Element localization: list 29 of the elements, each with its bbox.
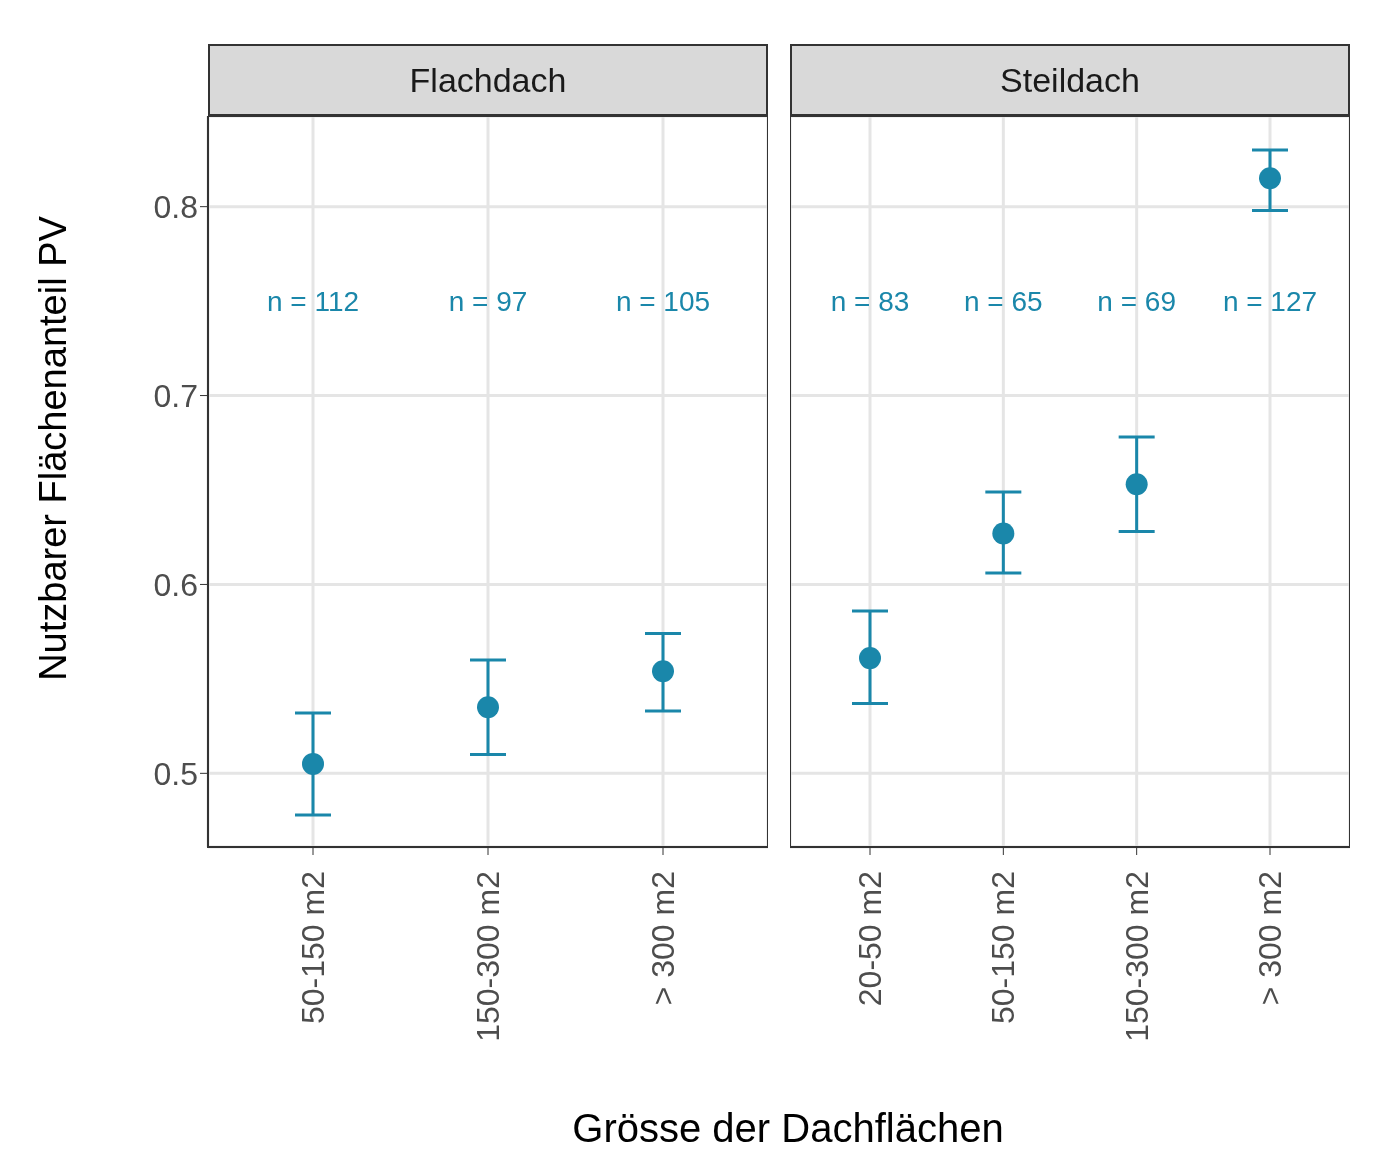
x-tick-label: > 300 m2: [1252, 871, 1288, 1006]
point: [1259, 167, 1281, 190]
y-tick-label: 0.6: [153, 566, 198, 603]
point: [477, 696, 499, 719]
y-axis-title: Nutzbarer Flächenanteil PV: [31, 216, 75, 681]
chart-title: Steildach: [790, 44, 1350, 116]
x-tick-label: 50-150 m2: [295, 871, 331, 1024]
annotation: n = 112: [266, 286, 360, 318]
annotation: n = 83: [830, 286, 910, 318]
point: [1125, 473, 1148, 496]
y-tick-label: 0.8: [153, 189, 198, 226]
point: [859, 647, 881, 670]
x-axis-title: Grösse der Dachflächen: [571, 1106, 1005, 1151]
chart-title: Flachdach: [208, 44, 768, 116]
annotation: n = 65: [964, 286, 1043, 318]
x-tick-label: 150-300 m2: [470, 871, 506, 1042]
annotation: n = 97: [448, 286, 528, 318]
x-tick-label: > 300 m2: [645, 871, 681, 1006]
point: [652, 660, 674, 683]
annotation: n = 69: [1097, 286, 1176, 318]
x-tick-label: 50-150 m2: [985, 871, 1022, 1024]
point: [302, 752, 324, 775]
y-tick-label: 0.7: [153, 377, 198, 414]
x-tick-label: 150-300 m2: [1118, 871, 1155, 1042]
annotation: n = 105: [615, 286, 711, 318]
annotation: n = 127: [1222, 286, 1318, 318]
x-tick-label: 20-50 m2: [852, 871, 888, 1007]
point: [992, 522, 1015, 545]
y-tick-label: 0.5: [153, 755, 198, 792]
